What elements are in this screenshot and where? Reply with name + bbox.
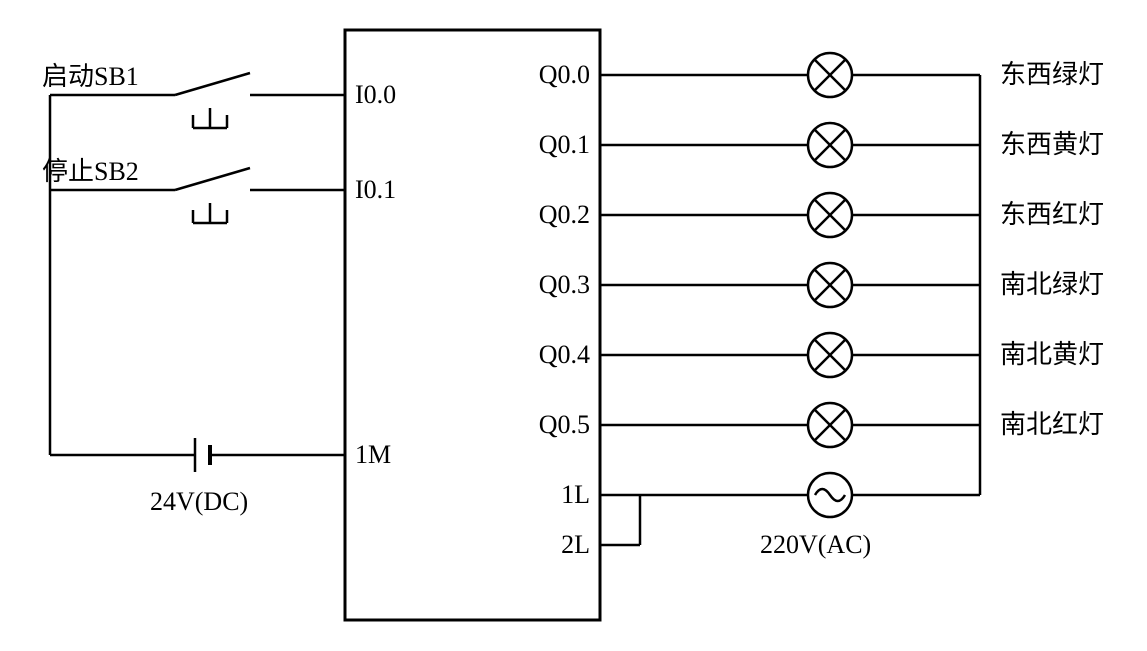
q05-terminal: Q0.5 (539, 410, 590, 439)
q02-terminal: Q0.2 (539, 200, 590, 229)
q03-terminal: Q0.3 (539, 270, 590, 299)
q00-label: 东西绿灯 (1000, 60, 1104, 89)
output-q03: Q0.3 南北绿灯 (539, 263, 1104, 307)
sb1-label: 启动SB1 (42, 62, 139, 91)
wiring-diagram: 启动SB1 I0.0 停止SB2 I0.1 1M 24V(DC) (0, 0, 1147, 651)
output-q05: Q0.5 南北红灯 (539, 403, 1104, 447)
input-sb1: 启动SB1 I0.0 (42, 62, 396, 128)
sb2-terminal: I0.1 (355, 175, 396, 204)
sb1-terminal: I0.0 (355, 80, 396, 109)
output-q00: Q0.0 东西绿灯 (539, 53, 1104, 97)
q03-label: 南北绿灯 (1000, 270, 1104, 299)
q00-terminal: Q0.0 (539, 60, 590, 89)
output-power-label: 220V(AC) (760, 530, 871, 559)
input-power-label: 24V(DC) (150, 487, 248, 516)
q04-terminal: Q0.4 (539, 340, 590, 369)
output-q04: Q0.4 南北黄灯 (539, 333, 1104, 377)
output-1L: 1L (561, 473, 980, 517)
common-terminal: 1M (355, 440, 391, 469)
l1-terminal: 1L (561, 480, 590, 509)
output-q01: Q0.1 东西黄灯 (539, 123, 1104, 167)
output-q02: Q0.2 东西红灯 (539, 193, 1104, 237)
input-common: 1M 24V(DC) (50, 438, 391, 516)
input-sb2: 停止SB2 I0.1 (42, 157, 396, 223)
q04-label: 南北黄灯 (1000, 340, 1104, 369)
sb2-label: 停止SB2 (42, 157, 139, 186)
l2-terminal: 2L (561, 530, 590, 559)
q05-label: 南北红灯 (1000, 410, 1104, 439)
q01-label: 东西黄灯 (1000, 130, 1104, 159)
q01-terminal: Q0.1 (539, 130, 590, 159)
q02-label: 东西红灯 (1000, 200, 1104, 229)
